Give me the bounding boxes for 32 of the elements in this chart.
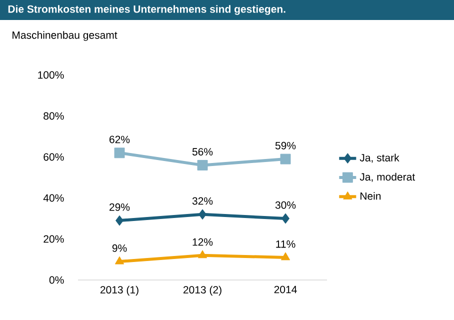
data-label: 9% bbox=[112, 244, 127, 252]
y-tick-label: 20% bbox=[44, 235, 64, 243]
data-label: 56% bbox=[192, 148, 213, 156]
legend-label: Ja, stark bbox=[360, 154, 400, 163]
data-label: 30% bbox=[275, 201, 296, 209]
y-tick-label: 0% bbox=[49, 276, 64, 284]
point bbox=[280, 252, 290, 260]
y-tick-label: 40% bbox=[43, 194, 64, 202]
legend-label: Ja, moderat bbox=[360, 172, 415, 182]
point bbox=[116, 215, 124, 226]
legend-label: Nein bbox=[360, 192, 381, 200]
point bbox=[198, 209, 206, 220]
point bbox=[114, 148, 125, 158]
point bbox=[198, 250, 208, 258]
data-label: 62% bbox=[110, 136, 130, 144]
point bbox=[197, 160, 208, 170]
point bbox=[280, 154, 291, 164]
x-tick-label: 2013 (1) bbox=[100, 286, 138, 296]
y-tick-label: 80% bbox=[44, 112, 64, 120]
point bbox=[114, 256, 124, 264]
chart-title: Die Stromkosten meines Unternehmens sind gestiegen. bbox=[8, 5, 286, 15]
data-label: 29% bbox=[110, 203, 130, 211]
y-tick-label: 60% bbox=[44, 153, 64, 161]
data-label: 11% bbox=[276, 240, 296, 248]
x-tick-label: 2014 bbox=[274, 286, 297, 294]
data-label: 32% bbox=[192, 197, 213, 205]
data-label: 59% bbox=[275, 142, 296, 150]
x-tick-label: 2013 (2) bbox=[183, 286, 222, 296]
point bbox=[282, 213, 290, 224]
data-label: 12% bbox=[192, 238, 213, 246]
y-tick-label: 100% bbox=[38, 71, 64, 79]
chart-subtitle: Maschinenbau gesamt bbox=[12, 31, 118, 41]
